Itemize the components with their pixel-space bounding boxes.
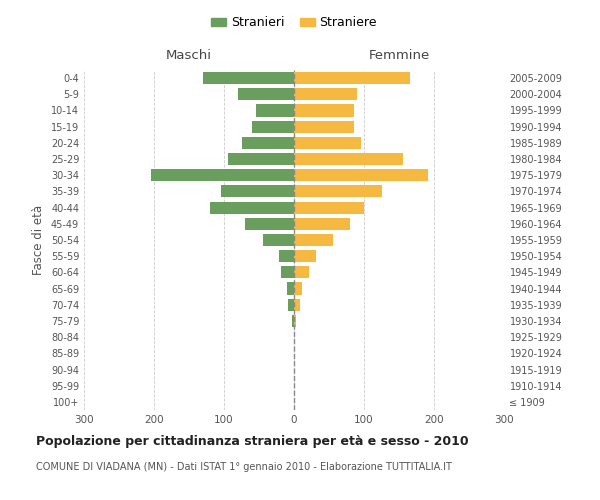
Bar <box>281 266 294 278</box>
Bar <box>294 104 353 117</box>
Bar <box>294 153 403 165</box>
Text: Femmine: Femmine <box>368 49 430 62</box>
Bar <box>294 250 316 262</box>
Text: Popolazione per cittadinanza straniera per età e sesso - 2010: Popolazione per cittadinanza straniera p… <box>36 435 469 448</box>
Bar <box>238 88 294 101</box>
Bar <box>294 88 357 101</box>
Bar <box>294 315 296 327</box>
Y-axis label: Fasce di età: Fasce di età <box>32 205 45 275</box>
Bar <box>221 186 294 198</box>
Bar <box>294 202 364 213</box>
Bar <box>245 218 294 230</box>
Text: COMUNE DI VIADANA (MN) - Dati ISTAT 1° gennaio 2010 - Elaborazione TUTTITALIA.IT: COMUNE DI VIADANA (MN) - Dati ISTAT 1° g… <box>36 462 452 472</box>
Bar <box>252 120 294 132</box>
Bar <box>294 282 302 294</box>
Bar <box>294 298 299 311</box>
Bar <box>294 137 361 149</box>
Bar <box>210 202 294 213</box>
Bar <box>294 266 310 278</box>
Bar <box>263 234 294 246</box>
Bar <box>227 153 294 165</box>
Legend: Stranieri, Straniere: Stranieri, Straniere <box>206 11 382 34</box>
Bar <box>294 234 332 246</box>
Bar <box>241 137 294 149</box>
Bar <box>289 298 294 311</box>
Bar <box>256 104 294 117</box>
Bar <box>294 218 350 230</box>
Bar <box>278 250 294 262</box>
Bar <box>292 315 294 327</box>
Bar <box>294 169 428 181</box>
Bar <box>294 72 409 84</box>
Bar <box>203 72 294 84</box>
Text: Maschi: Maschi <box>166 49 212 62</box>
Bar <box>294 120 353 132</box>
Bar <box>151 169 294 181</box>
Bar <box>294 186 382 198</box>
Bar <box>287 282 294 294</box>
